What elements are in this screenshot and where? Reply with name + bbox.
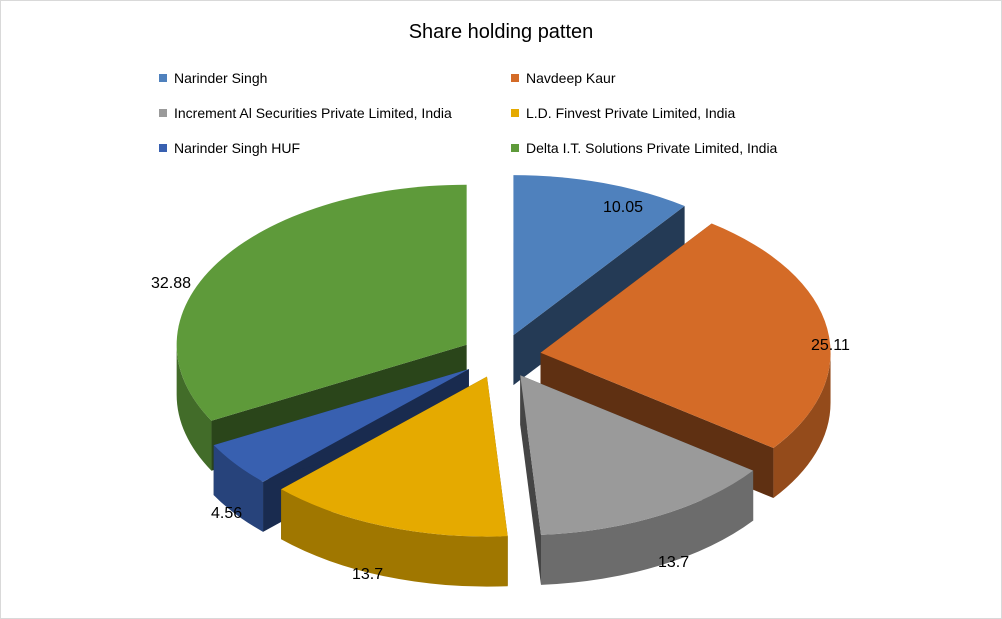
legend-item-delta-it: Delta I.T. Solutions Private Limited, In… [511, 138, 777, 158]
legend-swatch [511, 144, 519, 152]
slice-side-wall [773, 352, 831, 499]
pie-slice-l-d-finvest-private-limited-india [281, 376, 508, 587]
data-label-ld-finvest: 13.7 [352, 566, 384, 583]
data-label-increment-al: 13.7 [658, 554, 690, 571]
legend-swatch [159, 144, 167, 152]
legend-label: Delta I.T. Solutions Private Limited, In… [526, 140, 778, 156]
data-label-narinder-singh: 10.05 [603, 199, 644, 216]
chart-title: Share holding patten [408, 21, 594, 43]
slice-top-narinder-singh [513, 175, 685, 336]
slice-top-increment-al-securities-private-limited-india [520, 375, 754, 535]
legend-label: Increment Al Securities Private Limited,… [174, 105, 452, 121]
data-label-navdeep-kaur: 25.11 [811, 337, 850, 354]
slice-cut-face [520, 375, 542, 585]
legend-swatch [511, 109, 519, 117]
legend-swatch [159, 109, 167, 117]
legend-item-narinder-singh: Narinder Singh [159, 68, 267, 88]
data-label-delta-it: 32.88 [151, 275, 192, 292]
legend-item-increment-al: Increment Al Securities Private Limited,… [159, 103, 452, 123]
legend-item-narinder-singh-huf: Narinder Singh HUF [159, 138, 300, 158]
legend-label: Narinder Singh [174, 70, 268, 86]
legend-swatch [511, 74, 519, 82]
legend-item-navdeep-kaur: Navdeep Kaur [511, 68, 616, 88]
legend-label: Narinder Singh HUF [174, 140, 301, 156]
slice-top-narinder-singh-huf [213, 369, 469, 482]
legend-swatch [159, 74, 167, 82]
legend-item-ld-finvest: L.D. Finvest Private Limited, India [511, 103, 735, 123]
slice-side-wall [213, 445, 264, 532]
legend-label: L.D. Finvest Private Limited, India [526, 105, 736, 121]
slice-top-navdeep-kaur [540, 223, 831, 449]
data-label-narinder-singh-huf: 4.56 [211, 505, 243, 522]
slice-top-l-d-finvest-private-limited-india [281, 376, 508, 537]
slice-side-wall [176, 344, 212, 471]
slice-side-wall [281, 489, 508, 587]
legend-label: Navdeep Kaur [526, 70, 616, 86]
pie-slice-narinder-singh [513, 175, 685, 386]
slice-side-wall [541, 470, 754, 585]
slice-top-delta-i-t-solutions-private-limited-india [176, 184, 467, 421]
pie-slice-increment-al-securities-private-limited-india [520, 375, 754, 585]
slice-cut-face [513, 205, 685, 386]
